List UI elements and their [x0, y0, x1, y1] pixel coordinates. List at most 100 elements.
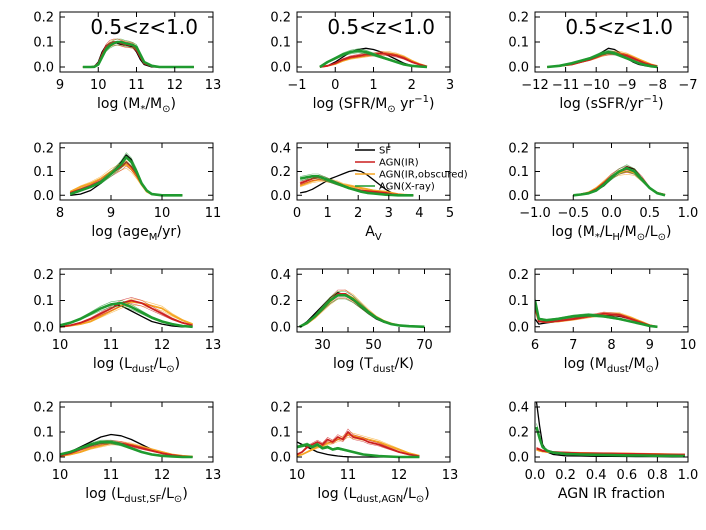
x-axis-label-part: H [612, 232, 620, 243]
x-tick-label: 13 [205, 338, 222, 353]
x-tick-label: 12 [391, 468, 408, 483]
x-tick-label: 2 [354, 206, 362, 221]
series-agn-x-ray [535, 426, 685, 458]
x-tick-label: 0.2 [555, 468, 576, 483]
x-axis-label-part: log (L [85, 486, 124, 502]
axes-frame [534, 268, 689, 333]
y-tick-label: 0.0 [270, 451, 291, 466]
y-tick-label: 0.0 [33, 320, 54, 335]
panel-3: −12 −11 −10 −9 −8 −7 0.0 0.1 0.2 log (sSFR/yr−1) 0… [508, 11, 697, 113]
x-axis-label-part: ⊙ [174, 494, 182, 505]
y-tick-label: 0.2 [508, 141, 529, 156]
series-agn-x-ray [60, 440, 193, 459]
panel-10: 10 11 12 13 0.0 0.1 0.2 log (Ldust,SF/L⊙) [33, 401, 221, 506]
series-agn-x-ray [298, 293, 425, 329]
x-axis-label-part: ⊙ [646, 364, 654, 375]
x-axis-label-part: /L [154, 356, 167, 372]
x-tick-label: 13 [442, 468, 459, 483]
series-agn-x-ray [299, 175, 414, 197]
x-tick-label: 10 [680, 338, 697, 353]
x-axis-label-part: /M [145, 96, 162, 112]
x-tick-label: 3 [446, 78, 454, 93]
x-axis-label-part: log (sSFR/yr [559, 96, 643, 112]
y-tick-label: 0.2 [270, 294, 291, 309]
panel-1: 9 10 11 12 13 0.0 0.1 0.2 log (M*/M⊙) 0.5<z<1.0 [33, 11, 221, 116]
axes-frame [534, 142, 689, 201]
y-tick-label: 0.4 [270, 141, 291, 156]
series-agn-x-ray [82, 40, 194, 69]
x-axis-label-part: /M [620, 224, 637, 240]
series-agn-x-ray [60, 301, 193, 329]
x-tick-label: −10 [582, 78, 609, 93]
y-tick-label: 0.2 [508, 268, 529, 283]
series-agn-ir-obscured [69, 163, 183, 197]
x-tick-label: 6 [531, 338, 539, 353]
x-tick-label: 70 [416, 338, 433, 353]
x-axis-label-part: A [365, 224, 375, 240]
x-axis-label-part: ) [666, 224, 671, 240]
x-axis-label-part: /L [600, 224, 613, 240]
x-axis-label-part: ⊙ [162, 104, 170, 115]
x-axis-label-part: ) [171, 96, 176, 112]
x-axis-label-part: dust,AGN [356, 494, 403, 505]
y-tick-label: 0.0 [270, 189, 291, 204]
x-tick-label: 1.0 [678, 206, 699, 221]
x-tick-label: 0.5 [639, 206, 660, 221]
series-agn-ir [69, 161, 183, 197]
y-tick-label: 0.0 [270, 320, 291, 335]
x-tick-label: −9 [617, 78, 636, 93]
x-axis-label-part: ) [654, 356, 659, 372]
series-agn-ir [536, 447, 685, 456]
x-tick-label: −1.0 [519, 206, 551, 221]
x-axis-label-part: ⊙ [658, 232, 666, 243]
y-tick-label: 0.0 [33, 189, 54, 204]
legend-label-agn-x-ray: AGN(X-ray) [379, 182, 435, 193]
y-tick-label: 0.0 [508, 189, 529, 204]
x-axis-label-part: /L [645, 224, 658, 240]
x-tick-label: −0.5 [557, 206, 589, 221]
x-tick-label: 0 [331, 78, 339, 93]
x-tick-label: 4 [415, 206, 423, 221]
x-tick-label: 1.0 [678, 468, 699, 483]
x-axis-label-part: dust [373, 364, 395, 375]
x-axis-label-part: ⊙ [637, 232, 645, 243]
x-tick-label: 0 [293, 206, 301, 221]
x-axis-label-part: log (M [564, 356, 607, 372]
legend-label-agn-ir: AGN(IR) [379, 158, 419, 169]
series-agn-ir-obscured [573, 170, 666, 197]
x-axis-label: AGN IR fraction [558, 486, 665, 502]
y-tick-label: 0.1 [508, 36, 529, 51]
y-tick-label: 0.0 [33, 61, 54, 76]
x-tick-label: −8 [648, 78, 667, 93]
y-tick-label: 0.4 [270, 268, 291, 283]
band-agn-x-ray-hi [573, 164, 666, 196]
panel-title: 0.5<z<1.0 [90, 15, 198, 39]
x-tick-label: 1 [369, 78, 377, 93]
y-tick-label: 0.2 [270, 11, 291, 26]
x-axis-label-part: ) [182, 486, 187, 502]
x-axis-label-part: dust [132, 364, 154, 375]
x-axis-label: log (Ldust,SF/L⊙) [85, 486, 188, 505]
x-axis-label-part: log (L [93, 356, 132, 372]
x-axis-label-part: /M [629, 356, 646, 372]
y-tick-label: 0.0 [508, 320, 529, 335]
panel-title: 0.5<z<1.0 [565, 15, 673, 39]
series-agn-ir [60, 299, 193, 328]
series-agn-x-ray [319, 49, 428, 69]
y-tick-label: 0.2 [508, 11, 529, 26]
y-tick-label: 0.2 [33, 401, 54, 416]
x-axis-label-part: * [595, 232, 600, 243]
x-tick-label: −7 [678, 78, 697, 93]
x-axis-label-part: log (SFR/M [313, 96, 388, 112]
x-tick-label: 0.0 [601, 206, 622, 221]
x-axis-label: log (Ldust/L⊙) [93, 356, 180, 375]
x-tick-label: −1 [287, 78, 306, 93]
y-tick-label: 0.4 [508, 401, 529, 416]
y-tick-label: 0.0 [508, 61, 529, 76]
x-axis-label-part: * [140, 104, 145, 115]
x-tick-label: 2 [408, 78, 416, 93]
y-tick-label: 0.0 [270, 61, 291, 76]
x-axis-label-part: ) [658, 96, 663, 112]
